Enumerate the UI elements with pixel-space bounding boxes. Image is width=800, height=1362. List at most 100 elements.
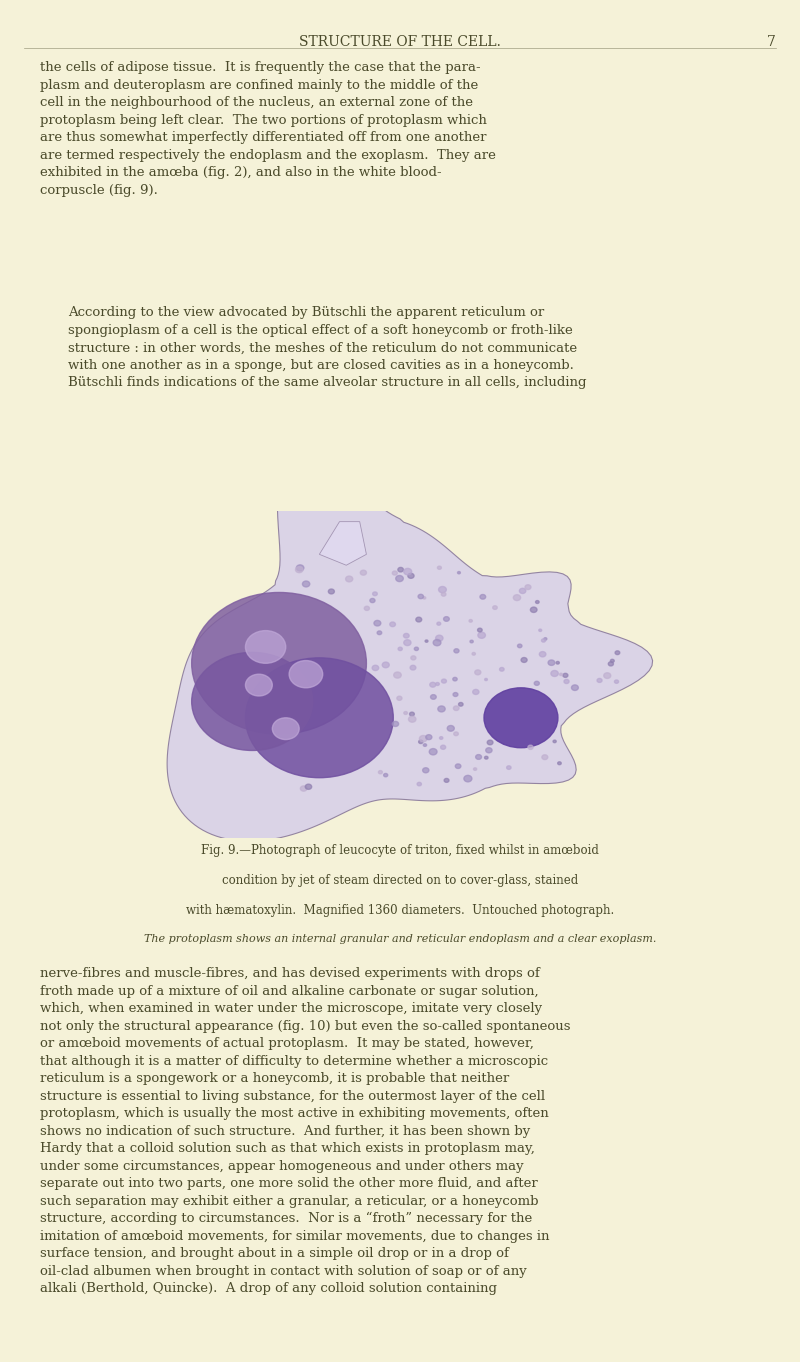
Circle shape: [436, 635, 443, 642]
Text: Fig. 9.—Photograph of leucocyte of triton, fixed whilst in amœboid: Fig. 9.—Photograph of leucocyte of trito…: [201, 844, 599, 858]
Circle shape: [476, 755, 482, 760]
Circle shape: [525, 584, 531, 590]
Circle shape: [506, 765, 511, 770]
Circle shape: [478, 632, 486, 639]
Circle shape: [306, 785, 312, 790]
Text: STRUCTURE OF THE CELL.: STRUCTURE OF THE CELL.: [299, 35, 501, 49]
Circle shape: [272, 718, 299, 740]
Circle shape: [535, 601, 539, 603]
Circle shape: [443, 617, 450, 621]
Circle shape: [474, 670, 481, 674]
Circle shape: [521, 658, 527, 662]
Circle shape: [430, 749, 437, 755]
Circle shape: [404, 568, 412, 575]
Text: According to the view advocated by Bütschli the apparent reticulum or
spongiopla: According to the view advocated by Bütsc…: [68, 306, 586, 390]
Circle shape: [328, 588, 334, 594]
Circle shape: [404, 711, 407, 715]
Circle shape: [438, 567, 442, 569]
Circle shape: [472, 652, 475, 655]
Circle shape: [408, 573, 414, 579]
Circle shape: [454, 731, 458, 735]
Circle shape: [534, 681, 539, 685]
Circle shape: [439, 737, 443, 740]
Circle shape: [392, 571, 398, 575]
Circle shape: [192, 652, 313, 750]
Circle shape: [454, 648, 459, 652]
Circle shape: [296, 565, 304, 571]
Circle shape: [418, 594, 423, 599]
Circle shape: [493, 606, 498, 609]
Circle shape: [469, 620, 472, 622]
Circle shape: [444, 779, 449, 782]
Circle shape: [597, 678, 602, 682]
Circle shape: [392, 722, 398, 726]
Polygon shape: [167, 440, 653, 842]
Circle shape: [419, 735, 427, 742]
Circle shape: [394, 671, 402, 678]
Circle shape: [442, 592, 446, 597]
Text: The protoplasm shows an internal granular and reticular endoplasm and a clear ex: The protoplasm shows an internal granula…: [144, 934, 656, 944]
Circle shape: [436, 682, 439, 685]
Circle shape: [246, 658, 394, 778]
Circle shape: [438, 706, 445, 712]
Circle shape: [410, 712, 414, 716]
Text: 7: 7: [767, 35, 776, 49]
Circle shape: [382, 662, 390, 667]
Circle shape: [544, 637, 547, 640]
Text: the cells of adipose tissue.  It is frequently the case that the para-
plasm and: the cells of adipose tissue. It is frequ…: [40, 61, 496, 196]
Circle shape: [397, 696, 402, 700]
Circle shape: [470, 640, 474, 643]
Circle shape: [346, 576, 353, 582]
Circle shape: [430, 695, 436, 699]
Circle shape: [246, 674, 272, 696]
Circle shape: [360, 571, 366, 575]
Circle shape: [539, 651, 546, 656]
Circle shape: [453, 677, 457, 681]
Circle shape: [485, 756, 488, 759]
Circle shape: [474, 768, 477, 771]
Circle shape: [528, 745, 533, 749]
Circle shape: [404, 640, 411, 646]
Circle shape: [423, 744, 426, 746]
Text: condition by jet of steam directed on to cover-glass, stained: condition by jet of steam directed on to…: [222, 874, 578, 888]
Circle shape: [374, 621, 381, 627]
Circle shape: [373, 592, 378, 595]
Circle shape: [559, 673, 562, 676]
Circle shape: [300, 786, 307, 791]
Circle shape: [289, 661, 322, 688]
Circle shape: [192, 592, 366, 734]
Circle shape: [478, 628, 482, 632]
Circle shape: [553, 740, 556, 742]
Circle shape: [499, 667, 504, 671]
Circle shape: [426, 734, 432, 740]
Circle shape: [378, 771, 382, 774]
Text: nerve-fibres and muscle-fibres, and has devised experiments with drops of
froth : nerve-fibres and muscle-fibres, and has …: [40, 967, 570, 1295]
Circle shape: [398, 568, 403, 572]
Circle shape: [615, 651, 620, 655]
Circle shape: [530, 607, 537, 613]
Circle shape: [485, 678, 487, 681]
Circle shape: [551, 670, 558, 677]
Circle shape: [464, 775, 472, 782]
Circle shape: [390, 622, 395, 627]
Circle shape: [403, 633, 409, 637]
Circle shape: [458, 703, 463, 706]
Circle shape: [384, 774, 388, 776]
Circle shape: [556, 662, 559, 665]
Circle shape: [473, 689, 479, 695]
Circle shape: [246, 631, 286, 663]
Circle shape: [480, 594, 486, 599]
Circle shape: [423, 597, 426, 599]
Circle shape: [441, 745, 446, 749]
Circle shape: [417, 782, 422, 786]
Circle shape: [487, 740, 493, 745]
Circle shape: [302, 582, 310, 587]
Circle shape: [564, 680, 569, 684]
Circle shape: [563, 673, 568, 677]
Circle shape: [484, 688, 558, 748]
Circle shape: [425, 640, 428, 643]
Circle shape: [548, 661, 555, 666]
Circle shape: [418, 740, 423, 744]
Circle shape: [433, 640, 441, 646]
Circle shape: [542, 755, 548, 760]
